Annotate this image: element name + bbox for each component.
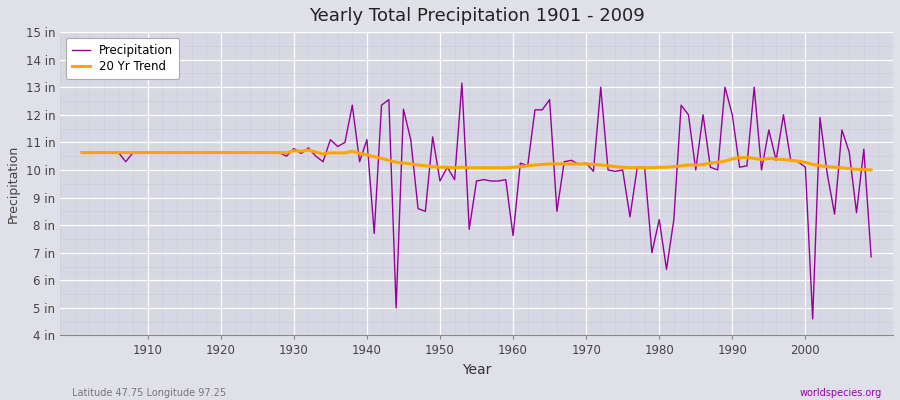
20 Yr Trend (866, 168, 877, 172)
Precipitation (339, 140, 350, 145)
Precipitation (603, 168, 614, 172)
X-axis label: Year: Year (462, 363, 491, 377)
Precipitation (866, 254, 877, 259)
Precipitation (515, 161, 526, 166)
Line: Precipitation: Precipitation (82, 83, 871, 319)
Title: Yearly Total Precipitation 1901 - 2009: Yearly Total Precipitation 1901 - 2009 (309, 7, 644, 25)
20 Yr Trend (296, 149, 307, 154)
Text: Latitude 47.75 Longitude 97.25: Latitude 47.75 Longitude 97.25 (72, 388, 226, 398)
Precipitation (508, 233, 518, 238)
Line: 20 Yr Trend: 20 Yr Trend (82, 150, 871, 170)
Text: worldspecies.org: worldspecies.org (800, 388, 882, 398)
Precipitation (807, 316, 818, 321)
Precipitation (135, 150, 146, 155)
20 Yr Trend (515, 164, 526, 169)
20 Yr Trend (508, 165, 518, 170)
Precipitation (456, 81, 467, 86)
Precipitation (76, 150, 87, 155)
20 Yr Trend (346, 149, 357, 154)
20 Yr Trend (303, 148, 314, 152)
Precipitation (296, 151, 307, 156)
Y-axis label: Precipitation: Precipitation (7, 145, 20, 223)
20 Yr Trend (135, 150, 146, 155)
Legend: Precipitation, 20 Yr Trend: Precipitation, 20 Yr Trend (66, 38, 179, 79)
20 Yr Trend (603, 164, 614, 168)
20 Yr Trend (76, 150, 87, 155)
